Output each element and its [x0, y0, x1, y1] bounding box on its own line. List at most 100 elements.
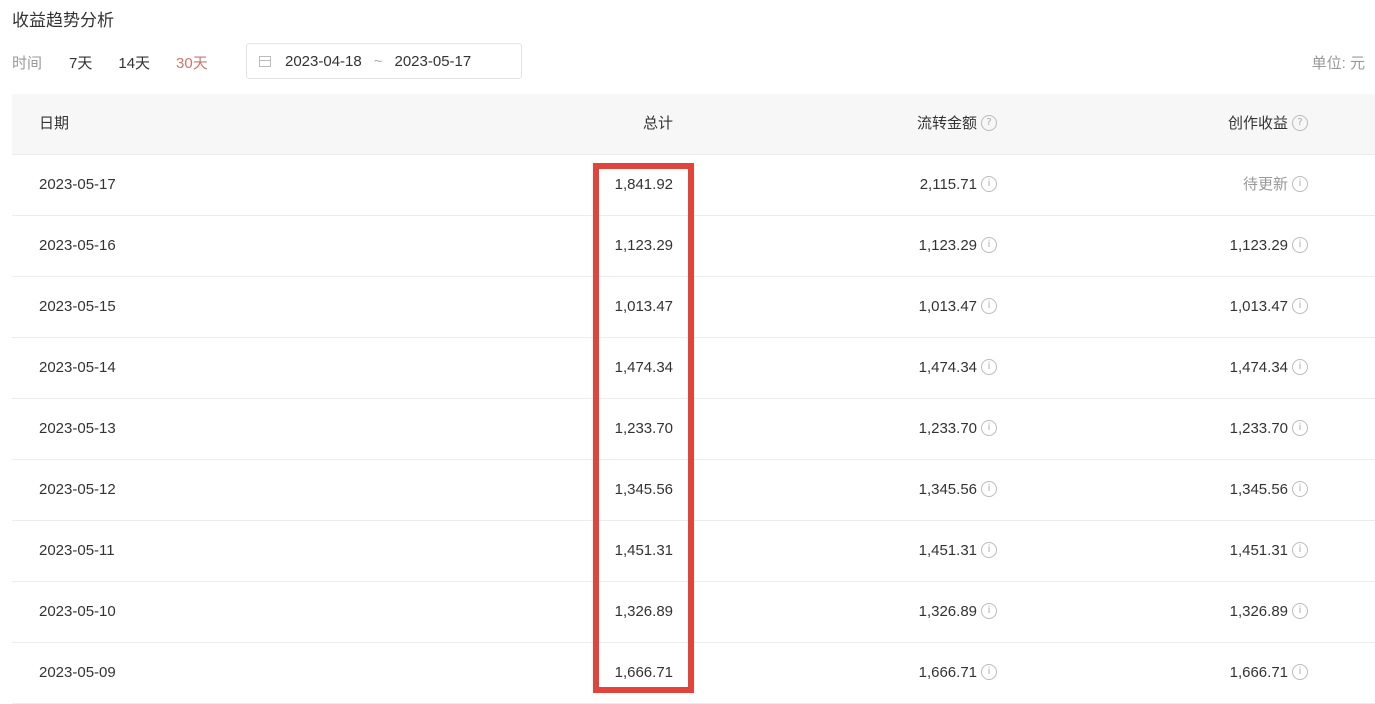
info-circle-icon[interactable]: i	[981, 481, 997, 498]
info-circle-icon[interactable]: i	[981, 542, 997, 559]
cell-transfer-amount: 1,326.89 i	[919, 582, 997, 642]
time-label: 时间	[12, 54, 43, 72]
info-circle-icon[interactable]: i	[981, 664, 997, 681]
cell-total: 1,666.71	[614, 664, 673, 681]
range-start[interactable]: 2023-04-18	[285, 52, 362, 70]
cell-value: 待更新	[1242, 176, 1288, 193]
table-row: 2023-05-10 1,326.89 1,326.89 i 1,326.89 i	[12, 582, 1375, 643]
info-circle-icon[interactable]: i	[1292, 542, 1308, 559]
cell-creation-income: 1,666.71 i	[1230, 643, 1308, 703]
cell-value: 1,451.31	[1229, 542, 1288, 559]
table-row: 2023-05-12 1,345.56 1,345.56 i 1,345.56 i	[12, 460, 1375, 521]
earnings-table: 日期 总计 流转金额? 创作收益? 2023-05-17 1,841.92 2,11…	[12, 94, 1375, 704]
cell-value: 1,326.89	[1229, 603, 1288, 620]
header-label: 创作收益	[1227, 115, 1288, 132]
header-label: 流转金额	[916, 115, 977, 132]
cell-creation-income: 1,474.34 i	[1230, 338, 1308, 398]
cell-creation-income: 1,233.70 i	[1230, 399, 1308, 459]
info-circle-icon[interactable]: i	[1292, 237, 1308, 254]
cell-transfer-amount: 1,233.70 i	[919, 399, 997, 459]
info-circle-icon[interactable]: i	[1292, 603, 1308, 620]
cell-value: 1,233.70	[918, 420, 977, 437]
cell-total: 1,841.92	[614, 176, 673, 193]
cell-creation-income: 1,123.29 i	[1230, 216, 1308, 276]
info-circle-icon[interactable]: i	[1292, 420, 1308, 437]
cell-date: 2023-05-13	[39, 420, 116, 437]
cell-date: 2023-05-15	[39, 298, 116, 315]
info-circle-icon[interactable]: i	[981, 176, 997, 193]
question-circle-icon[interactable]: ?	[1292, 115, 1308, 132]
cell-total: 1,451.31	[614, 542, 673, 559]
cell-creation-income: 待更新 i	[1243, 155, 1308, 215]
cell-date: 2023-05-14	[39, 359, 116, 376]
header-creation-income: 创作收益?	[1228, 94, 1308, 154]
table-row: 2023-05-15 1,013.47 1,013.47 i 1,013.47 i	[12, 277, 1375, 338]
filter-7-days[interactable]: 7天	[69, 54, 93, 72]
header-transfer-amount: 流转金额?	[917, 94, 997, 154]
cell-creation-income: 1,345.56 i	[1230, 460, 1308, 520]
time-filter: 时间 7天 14天 30天	[12, 44, 234, 80]
cell-date: 2023-05-12	[39, 481, 116, 498]
header-date: 日期	[39, 115, 70, 132]
cell-value: 2,115.71	[919, 176, 977, 193]
cell-creation-income: 1,013.47 i	[1230, 277, 1308, 337]
cell-value: 1,474.34	[1229, 359, 1288, 376]
cell-total: 1,123.29	[614, 237, 673, 254]
cell-transfer-amount: 1,451.31 i	[919, 521, 997, 581]
range-end[interactable]: 2023-05-17	[394, 52, 472, 70]
cell-value: 1,326.89	[918, 603, 977, 620]
cell-date: 2023-05-09	[39, 664, 116, 681]
info-circle-icon[interactable]: i	[1292, 664, 1308, 681]
cell-transfer-amount: 1,474.34 i	[919, 338, 997, 398]
filter-14-days[interactable]: 14天	[118, 54, 151, 72]
table-row: 2023-05-14 1,474.34 1,474.34 i 1,474.34 i	[12, 338, 1375, 399]
info-circle-icon[interactable]: i	[981, 237, 997, 254]
cell-transfer-amount: 1,666.71 i	[919, 643, 997, 703]
table-header: 日期 总计 流转金额? 创作收益?	[12, 94, 1375, 155]
info-circle-icon[interactable]: i	[981, 420, 997, 437]
cell-value: 1,123.29	[1229, 237, 1288, 254]
table-row: 2023-05-17 1,841.92 2,115.71 i 待更新 i	[12, 155, 1375, 216]
cell-date: 2023-05-16	[39, 237, 116, 254]
cell-creation-income: 1,451.31 i	[1230, 521, 1308, 581]
cell-value: 1,123.29	[918, 237, 977, 254]
info-circle-icon[interactable]: i	[981, 298, 997, 315]
cell-transfer-amount: 1,123.29 i	[919, 216, 997, 276]
cell-value: 1,345.56	[918, 481, 977, 498]
info-circle-icon[interactable]: i	[1292, 298, 1308, 315]
unit-label: 单位: 元	[1311, 55, 1365, 72]
header-total: 总计	[642, 115, 673, 132]
cell-value: 1,474.34	[918, 359, 977, 376]
info-circle-icon[interactable]: i	[981, 603, 997, 620]
cell-total: 1,345.56	[614, 481, 673, 498]
cell-date: 2023-05-10	[39, 603, 116, 620]
cell-total: 1,326.89	[614, 603, 673, 620]
cell-value: 1,013.47	[918, 298, 977, 315]
cell-value: 1,451.31	[918, 542, 977, 559]
cell-transfer-amount: 1,345.56 i	[919, 460, 997, 520]
range-separator: ~	[373, 52, 383, 70]
date-range-picker[interactable]: 2023-04-18 ~ 2023-05-17	[246, 43, 522, 79]
info-circle-icon[interactable]: i	[1292, 481, 1308, 498]
question-circle-icon[interactable]: ?	[981, 115, 997, 132]
cell-creation-income: 1,326.89 i	[1230, 582, 1308, 642]
cell-value: 1,233.70	[1229, 420, 1288, 437]
table-row: 2023-05-09 1,666.71 1,666.71 i 1,666.71 i	[12, 643, 1375, 704]
table-row: 2023-05-16 1,123.29 1,123.29 i 1,123.29 i	[12, 216, 1375, 277]
cell-value: 1,013.47	[1229, 298, 1288, 315]
cell-transfer-amount: 1,013.47 i	[919, 277, 997, 337]
info-circle-icon[interactable]: i	[981, 359, 997, 376]
filter-30-days[interactable]: 30天	[176, 54, 208, 72]
page-title: 收益趋势分析	[12, 11, 114, 30]
table-row: 2023-05-13 1,233.70 1,233.70 i 1,233.70 i	[12, 399, 1375, 460]
info-circle-icon[interactable]: i	[1292, 176, 1308, 193]
cell-value: 1,345.56	[1229, 481, 1288, 498]
info-circle-icon[interactable]: i	[1292, 359, 1308, 376]
table-row: 2023-05-11 1,451.31 1,451.31 i 1,451.31 i	[12, 521, 1375, 582]
cell-date: 2023-05-17	[39, 176, 116, 193]
calendar-icon	[259, 55, 271, 67]
cell-total: 1,233.70	[614, 420, 673, 437]
cell-transfer-amount: 2,115.71 i	[920, 155, 997, 215]
cell-date: 2023-05-11	[39, 542, 115, 559]
cell-total: 1,013.47	[614, 298, 673, 315]
